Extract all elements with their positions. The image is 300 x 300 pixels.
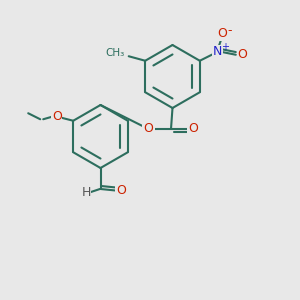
Text: -: -	[227, 24, 232, 37]
Text: O: O	[52, 110, 62, 123]
Text: O: O	[217, 27, 227, 40]
Text: O: O	[116, 184, 126, 197]
Text: H: H	[81, 185, 91, 199]
Text: CH₃: CH₃	[105, 48, 124, 58]
Text: N: N	[213, 45, 223, 58]
Text: O: O	[144, 122, 153, 136]
Text: O: O	[237, 48, 247, 61]
Text: +: +	[221, 42, 229, 52]
Text: O: O	[188, 122, 198, 136]
